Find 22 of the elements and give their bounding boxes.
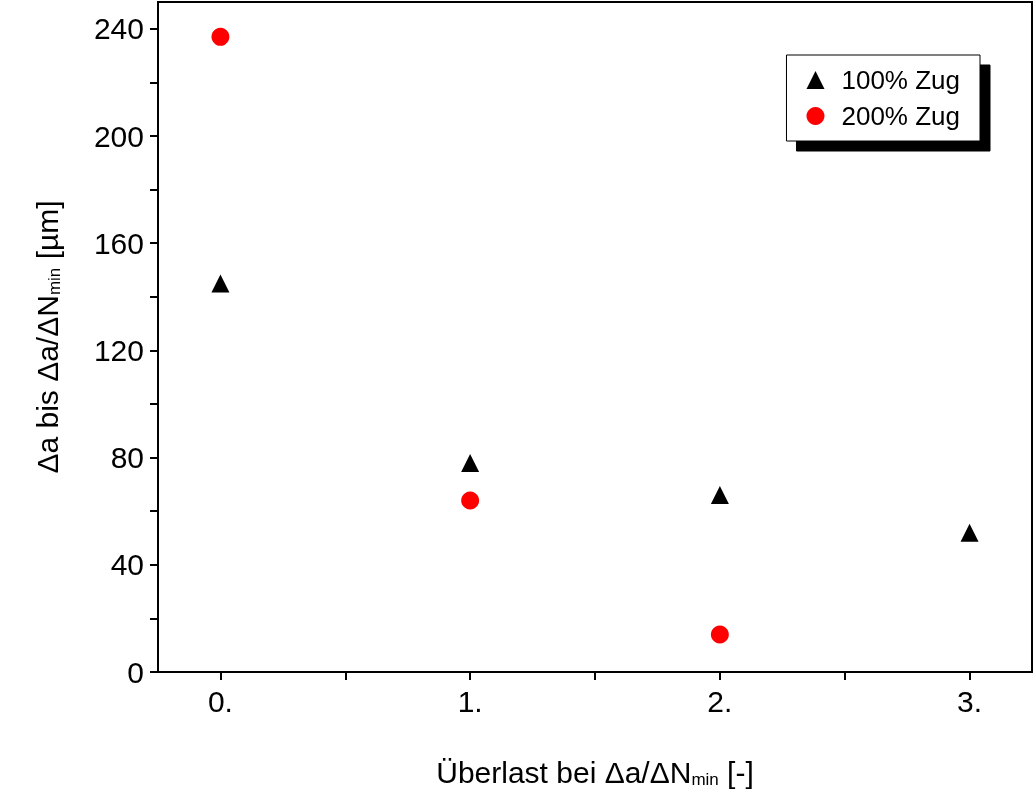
point — [960, 523, 979, 542]
legend-label: 200% Zug — [841, 101, 961, 131]
point — [461, 491, 480, 510]
point — [710, 625, 729, 644]
point — [710, 486, 729, 505]
point — [211, 27, 230, 46]
y-tick-label: 120 — [93, 333, 144, 367]
y-tick-label: 0 — [127, 655, 144, 689]
point — [461, 453, 480, 472]
y-tick-label: 160 — [93, 226, 144, 260]
y-tick-label: 200 — [93, 119, 144, 153]
legend-label: 100% Zug — [841, 65, 961, 95]
x-axis-title: Überlast bei Δa/ΔNmin [-] — [436, 756, 754, 789]
x-tick-label: 0. — [207, 684, 233, 718]
y-tick-label: 240 — [93, 12, 144, 46]
x-tick-label: 1. — [457, 684, 483, 718]
y-tick-label: 80 — [110, 441, 144, 475]
point — [211, 274, 230, 293]
y-tick-label: 40 — [110, 548, 144, 582]
x-tick-label: 3. — [957, 684, 983, 718]
y-axis-title: Δa bis Δa/ΔNmin [µm] — [31, 200, 64, 474]
x-tick-label: 2. — [707, 684, 733, 718]
